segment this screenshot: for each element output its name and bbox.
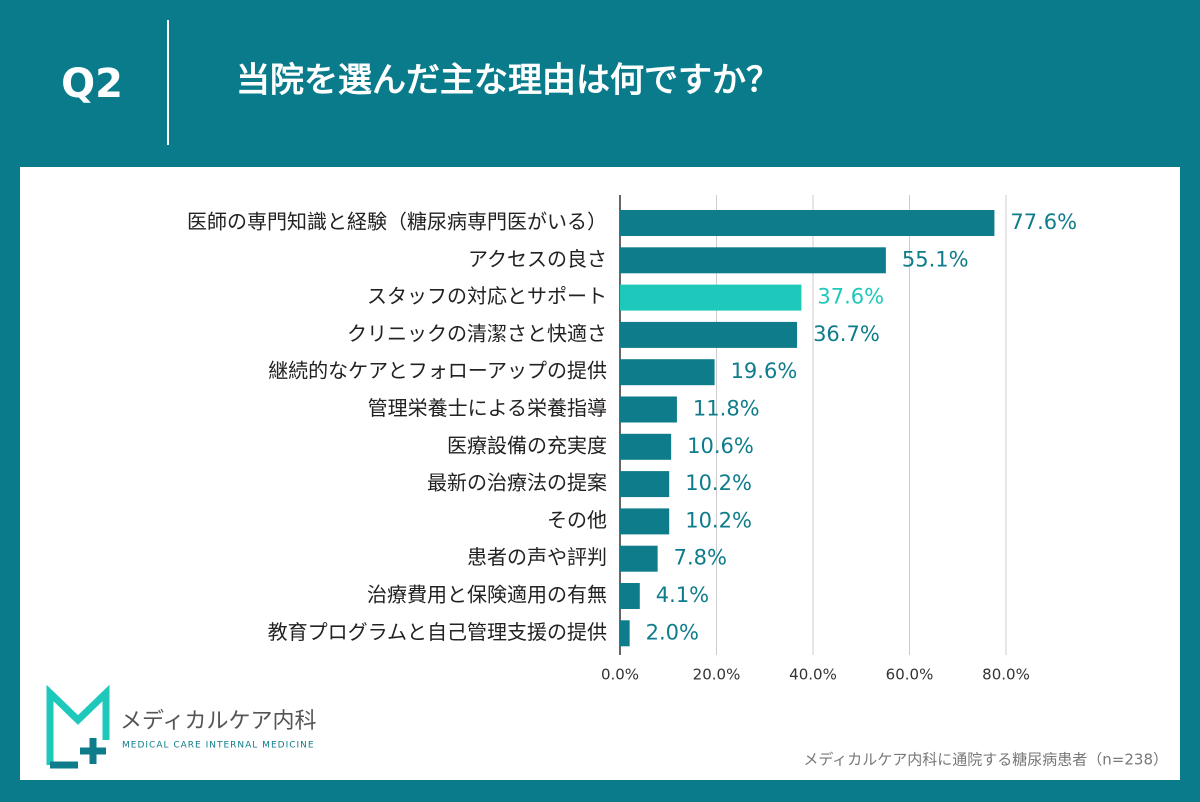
value-label: 11.8% xyxy=(693,397,760,421)
bar xyxy=(620,284,802,311)
value-label: 10.2% xyxy=(685,471,752,495)
y-tick-label: その他 xyxy=(547,508,607,532)
bar xyxy=(620,396,677,423)
x-tick-label: 20.0% xyxy=(693,666,741,684)
bar xyxy=(620,359,715,386)
y-tick-label: 治療費用と保険適用の有無 xyxy=(367,583,607,607)
bar xyxy=(620,583,640,609)
y-tick-label: 最新の治療法の提案 xyxy=(427,471,607,495)
value-label: 10.6% xyxy=(687,434,754,458)
y-tick-label: 教育プログラムと自己管理支援の提供 xyxy=(268,620,607,644)
chart-title: 当院を選んだ主な理由は何ですか？ xyxy=(236,61,780,101)
value-label: 4.1% xyxy=(656,583,709,607)
y-tick-label: 管理栄養士による栄養指導 xyxy=(368,396,607,420)
panel xyxy=(20,167,1180,780)
bar xyxy=(620,471,670,498)
value-label: 10.2% xyxy=(685,508,752,532)
value-label: 36.7% xyxy=(813,322,880,346)
bar xyxy=(620,210,995,236)
y-tick-label: アクセスの良さ xyxy=(468,247,607,271)
x-tick-label: 60.0% xyxy=(886,666,934,684)
logo-icon xyxy=(46,684,110,769)
x-tick-label: 80.0% xyxy=(982,666,1030,684)
bar xyxy=(620,247,886,274)
value-label: 55.1% xyxy=(902,247,969,271)
y-tick-label: クリニックの清潔さと快適さ xyxy=(347,321,607,345)
y-tick-label: 患者の声や評判 xyxy=(467,545,607,569)
value-label: 2.0% xyxy=(646,620,699,644)
brand-name: メディカルケア内科 xyxy=(120,709,316,734)
value-label: 19.6% xyxy=(731,359,798,383)
y-tick-label: 医師の専門知識と経験（糖尿病専門医がいる） xyxy=(187,210,607,234)
value-label: 7.8% xyxy=(674,546,727,570)
bar xyxy=(620,433,672,460)
bar xyxy=(620,321,798,348)
bar xyxy=(620,545,658,572)
note: メディカルケア内科に通院する糖尿病患者（n=238） xyxy=(803,751,1168,769)
value-label: 77.6% xyxy=(1010,210,1077,234)
bar xyxy=(620,508,670,535)
value-label: 37.6% xyxy=(817,285,884,309)
bar xyxy=(620,620,630,647)
y-tick-label: 継続的なケアとフォローアップの提供 xyxy=(268,359,607,383)
y-tick-label: 医療設備の充実度 xyxy=(447,433,607,457)
question-number: Q2 xyxy=(61,61,123,107)
brand-subtitle: MEDICAL CARE INTERNAL MEDICINE xyxy=(122,741,315,751)
x-tick-label: 0.0% xyxy=(601,666,639,684)
y-tick-label: スタッフの対応とサポート xyxy=(367,284,607,308)
x-tick-label: 40.0% xyxy=(789,666,837,684)
